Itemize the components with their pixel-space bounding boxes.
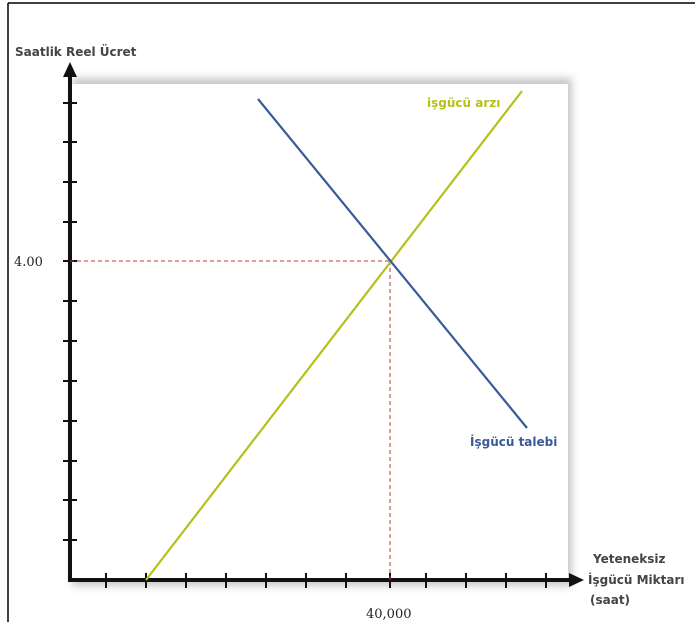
x-axis-ticks xyxy=(105,573,547,588)
plot-area xyxy=(72,84,568,582)
x-axis xyxy=(68,573,584,587)
x-axis-label-line-3: (saat) xyxy=(590,593,630,607)
x-axis-arrow xyxy=(569,573,584,587)
y-axis-arrow xyxy=(63,62,77,77)
x-tick-label-equilibrium: 40,000 xyxy=(366,607,412,622)
supply-curve-label: işgücü arzı xyxy=(427,96,500,110)
labor-demand-line xyxy=(257,98,528,429)
x-axis-label-line-1: Yeteneksiz xyxy=(592,552,666,566)
y-tick-label-equilibrium: 4.00 xyxy=(14,255,43,270)
x-axis-label-line-2: İşgücü Miktarı xyxy=(588,572,684,587)
labor-supply-line xyxy=(145,90,523,581)
y-axis-label: Saatlik Reel Ücret xyxy=(15,44,137,59)
demand-curve-label: İşgücü talebi xyxy=(470,434,557,449)
y-axis xyxy=(63,62,77,582)
